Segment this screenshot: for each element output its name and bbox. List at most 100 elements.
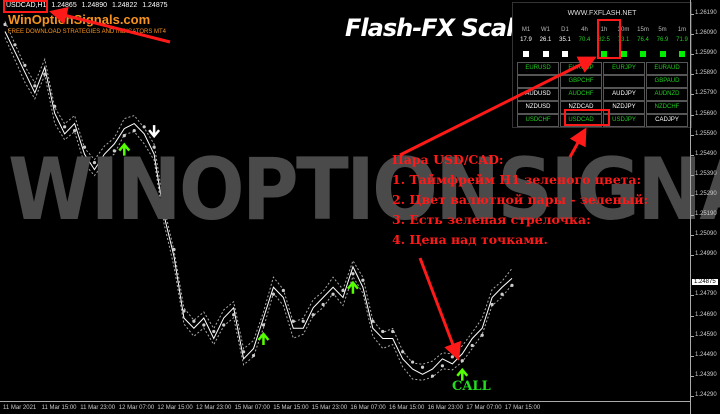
- scalper-dot: [450, 355, 454, 359]
- timeframe-value: 76.9: [656, 37, 669, 43]
- scalper-dot: [33, 84, 37, 88]
- time-tick-label: 16 Mar 07:00: [350, 405, 386, 411]
- price-tick-label: 1.26090: [691, 30, 717, 37]
- price-tick-label: 1.24990: [691, 251, 717, 258]
- time-tick-label: 17 Mar 15:00: [504, 405, 541, 411]
- scalper-dot: [321, 302, 325, 307]
- scalper-dot: [361, 278, 365, 282]
- pair-cell[interactable]: GBPCHF: [560, 75, 602, 88]
- scalper-dot: [401, 350, 405, 354]
- scalper-dot: [152, 145, 156, 149]
- price-tick-label: 1.25490: [691, 150, 717, 157]
- close-value: 1.24875: [142, 2, 168, 9]
- time-tick-label: 17 Mar 07:00: [466, 405, 502, 411]
- scalper-dot: [251, 353, 256, 358]
- trend-square-icon: [523, 51, 529, 57]
- time-tick-label: 16 Mar 23:00: [427, 405, 463, 411]
- pair-cell[interactable]: CADJPY: [646, 114, 688, 127]
- pair-cell[interactable]: USDCAD: [560, 114, 602, 127]
- time-tick-label: 11 Mar 23:00: [80, 405, 116, 411]
- sell-arrow-icon: [148, 125, 161, 139]
- pair-cell[interactable]: USDCHF: [517, 114, 559, 127]
- timeframe-value: 70.4: [578, 37, 591, 43]
- timeframe-label: 1m: [677, 27, 687, 33]
- pair-cell[interactable]: GBPAUD: [646, 75, 688, 88]
- price-tick-label: 1.24390: [691, 371, 717, 378]
- scalper-dot: [132, 128, 136, 133]
- timeframe-value: 35.1: [559, 37, 571, 43]
- upper-band-line: [4, 21, 513, 365]
- time-tick-label: 12 Mar 15:00: [157, 405, 193, 411]
- pair-cell[interactable]: AUDJPY: [603, 88, 645, 101]
- price-line: [4, 31, 513, 375]
- price-tick-label: 1.24490: [691, 351, 717, 358]
- pair-cell[interactable]: AUDCHF: [560, 88, 602, 101]
- buy-arrow-icon: [346, 280, 359, 294]
- pair-cell[interactable]: EURJPY: [603, 62, 645, 75]
- scalper-dot: [311, 313, 315, 317]
- trend-square-icon: [640, 51, 646, 57]
- scalper-dot: [341, 288, 345, 293]
- scalper-dot: [3, 22, 7, 27]
- price-tick-label: 1.24790: [691, 291, 717, 298]
- brand-tagline: FREE DOWNLOAD STRATEGIES AND INDICATORS …: [8, 29, 167, 35]
- scalper-dot: [420, 365, 425, 369]
- pair-cell[interactable]: EURGBP: [560, 62, 602, 75]
- annotation-line: 2. Цвет валютной пары - зеленый:: [392, 192, 649, 207]
- scalper-dot: [92, 161, 97, 165]
- pair-cell[interactable]: AUDNZD: [646, 88, 688, 101]
- pair-cell[interactable]: NZDJPY: [603, 101, 645, 114]
- trend-square-icon: [620, 51, 627, 57]
- price-tick-label: 1.25190: [691, 211, 717, 218]
- scalper-dot: [172, 247, 176, 252]
- scalper-dot: [271, 292, 276, 296]
- pair-cell[interactable]: NZDUSD: [517, 101, 559, 114]
- buy-arrow-icon: [257, 332, 270, 345]
- pair-cell[interactable]: NZDCHF: [646, 101, 688, 114]
- scalper-dot: [142, 125, 146, 129]
- scalper-dot: [371, 319, 375, 323]
- time-tick-label: 15 Mar 23:00: [311, 405, 348, 411]
- current-price-label: 1.24875: [692, 279, 718, 285]
- scalper-dot: [212, 329, 216, 334]
- scalper-dot: [202, 323, 206, 327]
- price-chart[interactable]: [0, 0, 690, 401]
- scalper-dot: [72, 128, 77, 133]
- scalper-dot: [480, 333, 484, 337]
- open-value: 1.24865: [51, 2, 77, 9]
- pair-cell[interactable]: [517, 75, 559, 88]
- price-tick-label: 1.24590: [691, 331, 717, 338]
- scalper-dot: [351, 272, 355, 276]
- timeframe-value: 73.1: [617, 37, 630, 43]
- price-tick-label: 1.25390: [691, 170, 717, 177]
- scalper-dot: [490, 302, 494, 307]
- annotation-line: 4. Цена над точками.: [392, 232, 548, 247]
- scalper-dot: [232, 313, 236, 317]
- chart-header: USDCAD,H1 1.24865 1.24890 1.24822 1.2487…: [6, 2, 171, 9]
- annotation-line: 1. Таймфрейм H1 зеленого цвета:: [392, 172, 642, 187]
- scalper-dot: [331, 292, 335, 296]
- trend-square-icon: [679, 51, 685, 57]
- price-tick-label: 1.25290: [691, 190, 717, 197]
- scalper-dot: [430, 374, 435, 378]
- timeframe-label: 15m: [637, 27, 649, 33]
- timeframe-label: 30m: [617, 27, 630, 33]
- scalper-dot: [43, 72, 47, 76]
- scalper-dot: [500, 292, 504, 296]
- price-tick-label: 1.25890: [691, 70, 717, 77]
- scalper-dot: [222, 323, 226, 327]
- pair-cell[interactable]: NZDCAD: [560, 101, 602, 114]
- timeframe-label: D1: [561, 27, 569, 33]
- scalper-dot: [122, 134, 126, 138]
- pair-cell[interactable]: EURAUD: [646, 62, 688, 75]
- pair-cell[interactable]: EURUSD: [517, 62, 559, 75]
- pair-cell[interactable]: AUDUSD: [517, 88, 559, 101]
- annotation-line: Пара USD/CAD:: [392, 152, 504, 167]
- scalper-dot: [410, 360, 415, 364]
- lower-band-line: [4, 37, 513, 381]
- scalper-dot: [53, 104, 57, 108]
- pair-cell[interactable]: USDJPY: [603, 114, 645, 127]
- pair-cell[interactable]: [603, 75, 645, 88]
- scalper-dot: [192, 319, 196, 323]
